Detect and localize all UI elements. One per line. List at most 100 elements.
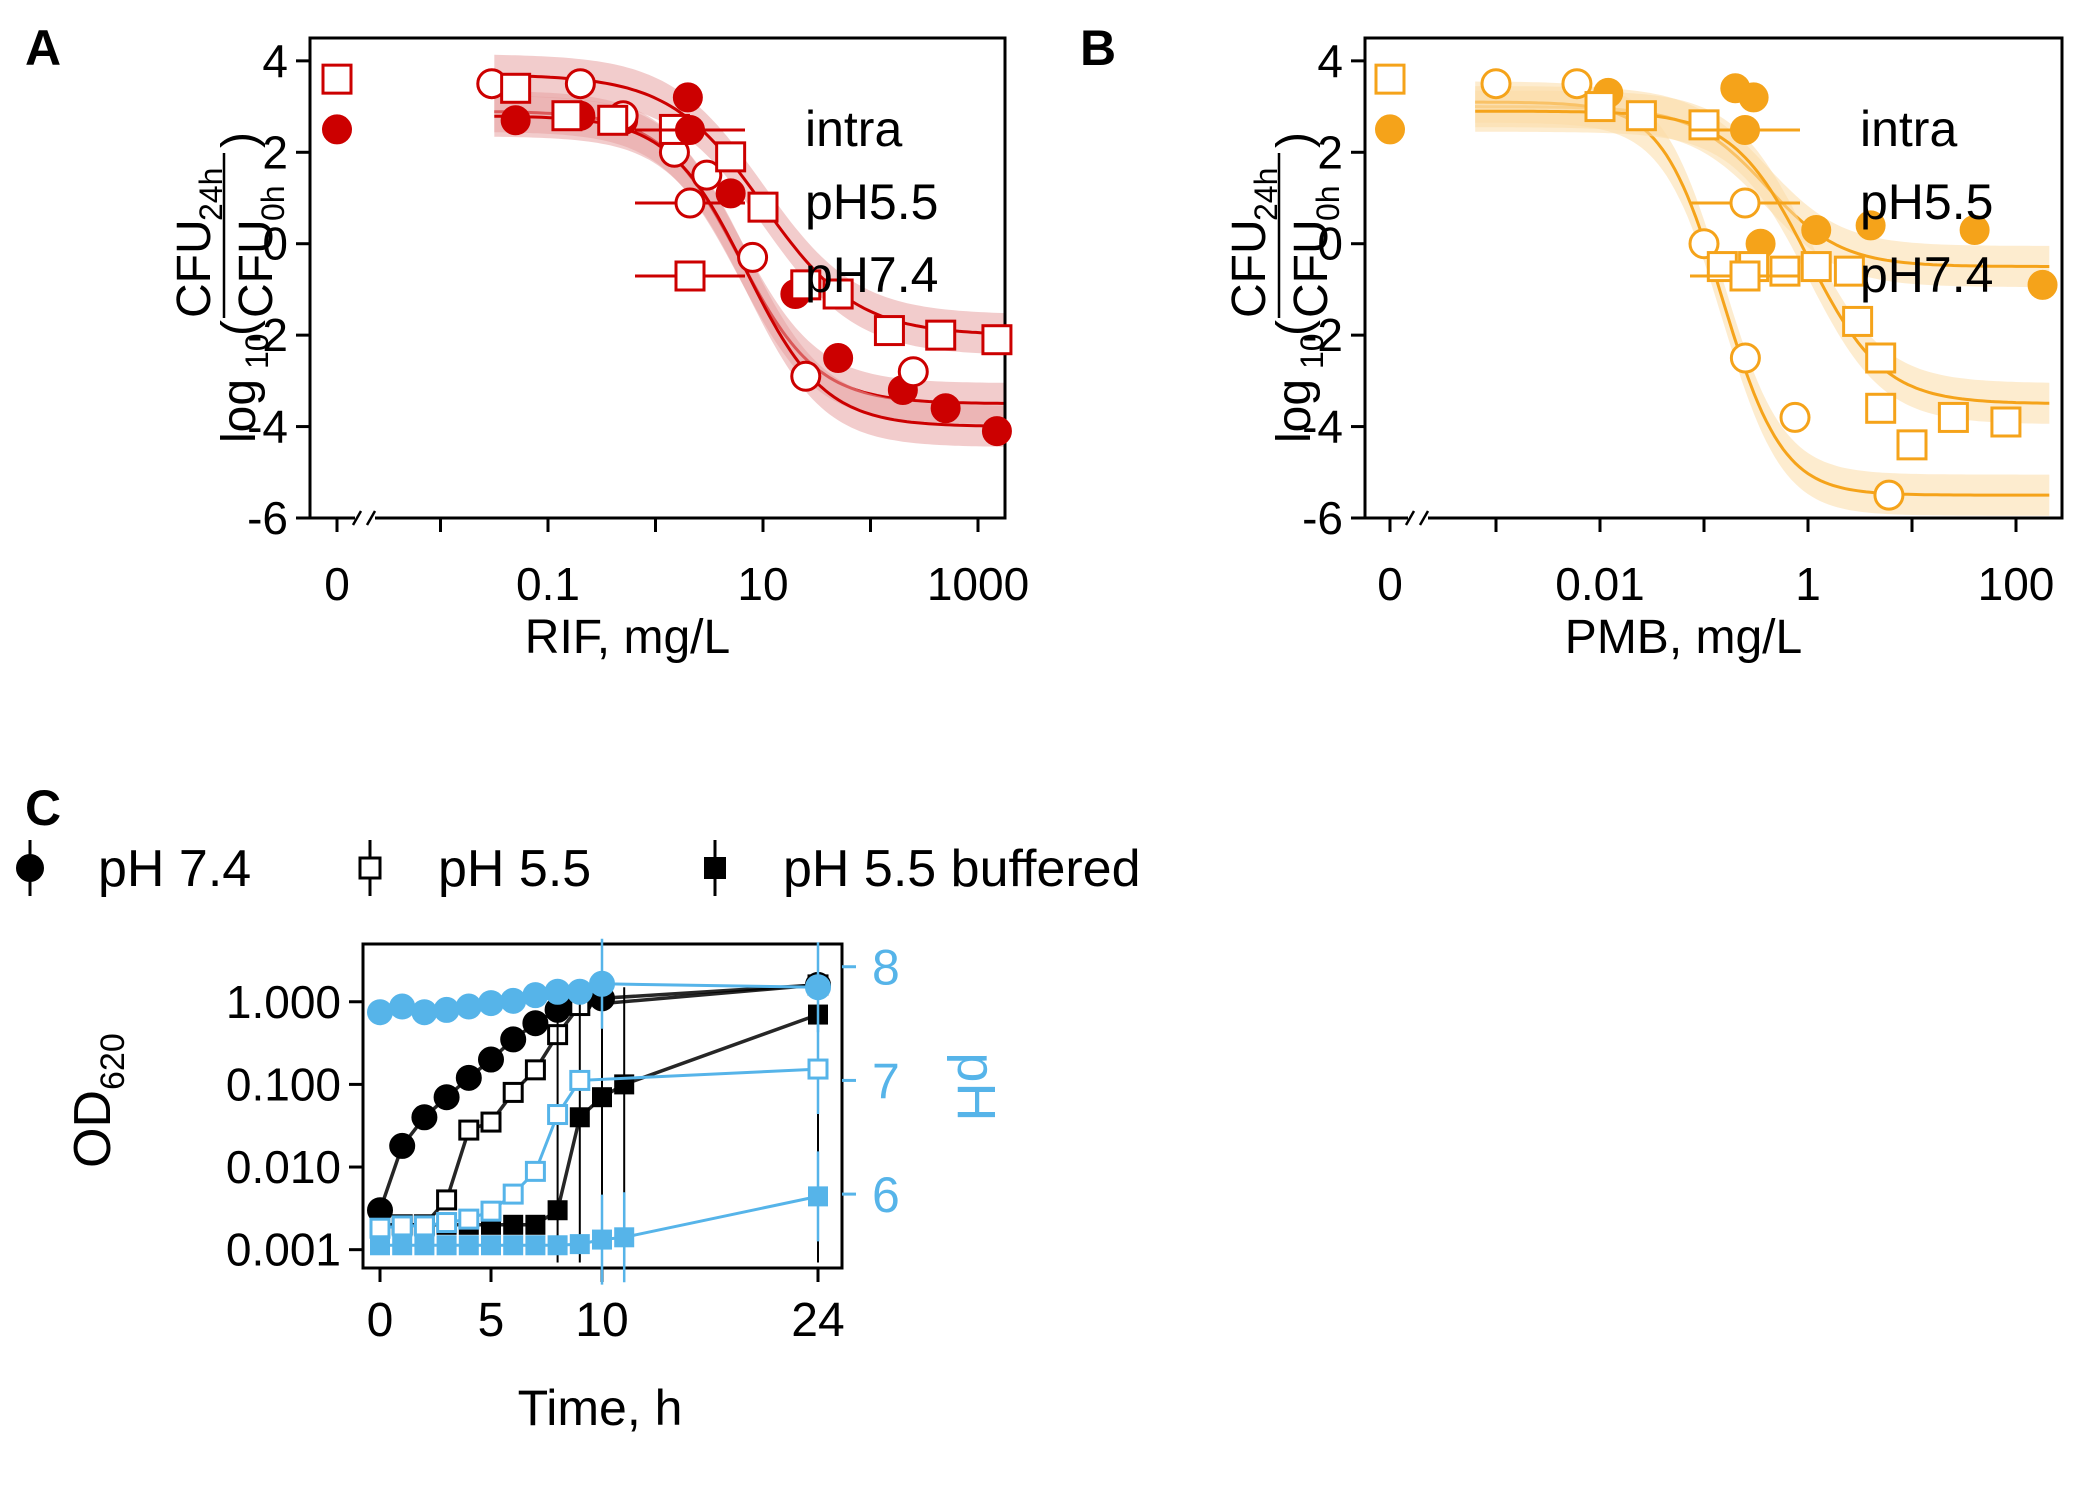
data-point	[930, 393, 961, 424]
y-tick-label: -2	[247, 309, 288, 361]
data-point	[389, 993, 416, 1020]
data-point	[747, 191, 779, 223]
data-point	[480, 1111, 502, 1133]
data-point	[500, 105, 531, 136]
x-tick-label: 1	[1795, 558, 1821, 610]
x-tick-label: 100	[1978, 558, 2055, 610]
series-1	[1480, 68, 1905, 511]
data-point	[500, 987, 527, 1014]
y-tick-label: 2	[262, 126, 288, 178]
legend-label: pH 5.5 buffered	[783, 840, 1141, 898]
y-tick-label: 4	[1317, 35, 1343, 87]
legend-marker	[358, 856, 382, 880]
data-point	[525, 1235, 546, 1256]
y-label-paren-close: )	[1268, 132, 1321, 148]
series-2	[321, 63, 1013, 356]
data-point	[369, 1217, 391, 1239]
y-left-tick-label: 1.000	[226, 976, 341, 1028]
y-tick-label: -6	[247, 492, 288, 544]
data-point	[433, 1084, 460, 1111]
data-point	[458, 1119, 480, 1141]
data-point	[544, 978, 571, 1005]
y-label-log-base: 10	[239, 333, 275, 369]
x-tick-label: 0.01	[1555, 558, 1645, 610]
data-point	[1584, 91, 1616, 123]
data-point	[1865, 342, 1897, 374]
data-point	[1865, 392, 1897, 424]
data-point	[1937, 401, 1969, 433]
x-axis-label: RIF, mg/L	[525, 611, 730, 664]
data-point	[569, 1107, 590, 1128]
data-point	[392, 1235, 413, 1256]
data-point	[790, 360, 822, 392]
data-point	[589, 970, 615, 997]
axis-break-mark	[1404, 510, 1416, 526]
legend-marker	[1730, 115, 1760, 145]
data-point	[1800, 251, 1832, 283]
panel-label: A	[25, 20, 61, 76]
y-left-label-sub: 620	[94, 1033, 132, 1090]
data-point	[414, 1235, 435, 1256]
data-point	[1842, 305, 1874, 337]
data-point	[455, 993, 482, 1020]
data-point	[1374, 63, 1406, 95]
y-label-paren-close: )	[213, 132, 266, 148]
data-point	[592, 1229, 612, 1250]
data-point	[455, 1064, 482, 1091]
y-tick-label: 0	[262, 218, 288, 270]
y-right-tick-label: 8	[872, 940, 900, 996]
data-point	[737, 241, 769, 273]
confidence-band-2	[1475, 90, 2050, 424]
data-point	[433, 996, 460, 1023]
data-point	[478, 1046, 504, 1073]
data-point	[981, 416, 1012, 447]
data-point	[480, 1200, 502, 1222]
data-point	[805, 974, 831, 1001]
y-right-tick-label: 7	[872, 1053, 900, 1109]
x-tick-label: 1000	[927, 558, 1029, 610]
data-point	[1855, 210, 1886, 241]
plot-frame	[308, 36, 1007, 520]
data-point	[2027, 269, 2058, 300]
data-point	[1873, 479, 1905, 511]
legend-marker	[704, 857, 726, 879]
data-point	[458, 1235, 479, 1256]
x-tick-label: 10	[737, 558, 788, 610]
legend-marker	[16, 854, 44, 882]
y-label-numerator: CFU	[1223, 219, 1276, 318]
data-point	[1833, 255, 1865, 287]
x-axis-label: Time, h	[518, 1380, 683, 1436]
legend-label: pH5.5	[1860, 174, 1993, 230]
data-point	[1769, 255, 1801, 287]
data-point	[569, 1069, 591, 1091]
data-point	[569, 1234, 590, 1255]
legend-label: intra	[805, 101, 902, 157]
fit-line-2	[1475, 109, 2050, 405]
y-label-log: log	[1268, 379, 1321, 443]
data-point	[436, 1189, 458, 1211]
data-point	[524, 1160, 546, 1182]
data-point	[925, 319, 957, 351]
legend-label: pH7.4	[1860, 247, 1993, 303]
legend-label: pH 7.4	[98, 840, 251, 898]
data-point	[715, 178, 746, 209]
y-tick-label: -6	[1302, 492, 1343, 544]
data-point	[547, 1200, 568, 1221]
panel-label: C	[25, 780, 61, 836]
y-label-paren-open: (	[213, 320, 266, 336]
fit-curves	[1475, 81, 2050, 516]
series-5	[370, 1151, 828, 1285]
data-point	[1729, 342, 1761, 374]
y-left-tick-label: 0.001	[226, 1224, 341, 1276]
data-point	[502, 1183, 524, 1205]
axis-break-mark	[1418, 510, 1430, 526]
data-point	[1688, 228, 1720, 260]
x-tick-label: 10	[575, 1294, 628, 1347]
data-point	[367, 999, 393, 1026]
data-point	[1625, 100, 1657, 132]
data-point	[823, 343, 854, 373]
legend-label: pH 5.5	[438, 840, 591, 898]
